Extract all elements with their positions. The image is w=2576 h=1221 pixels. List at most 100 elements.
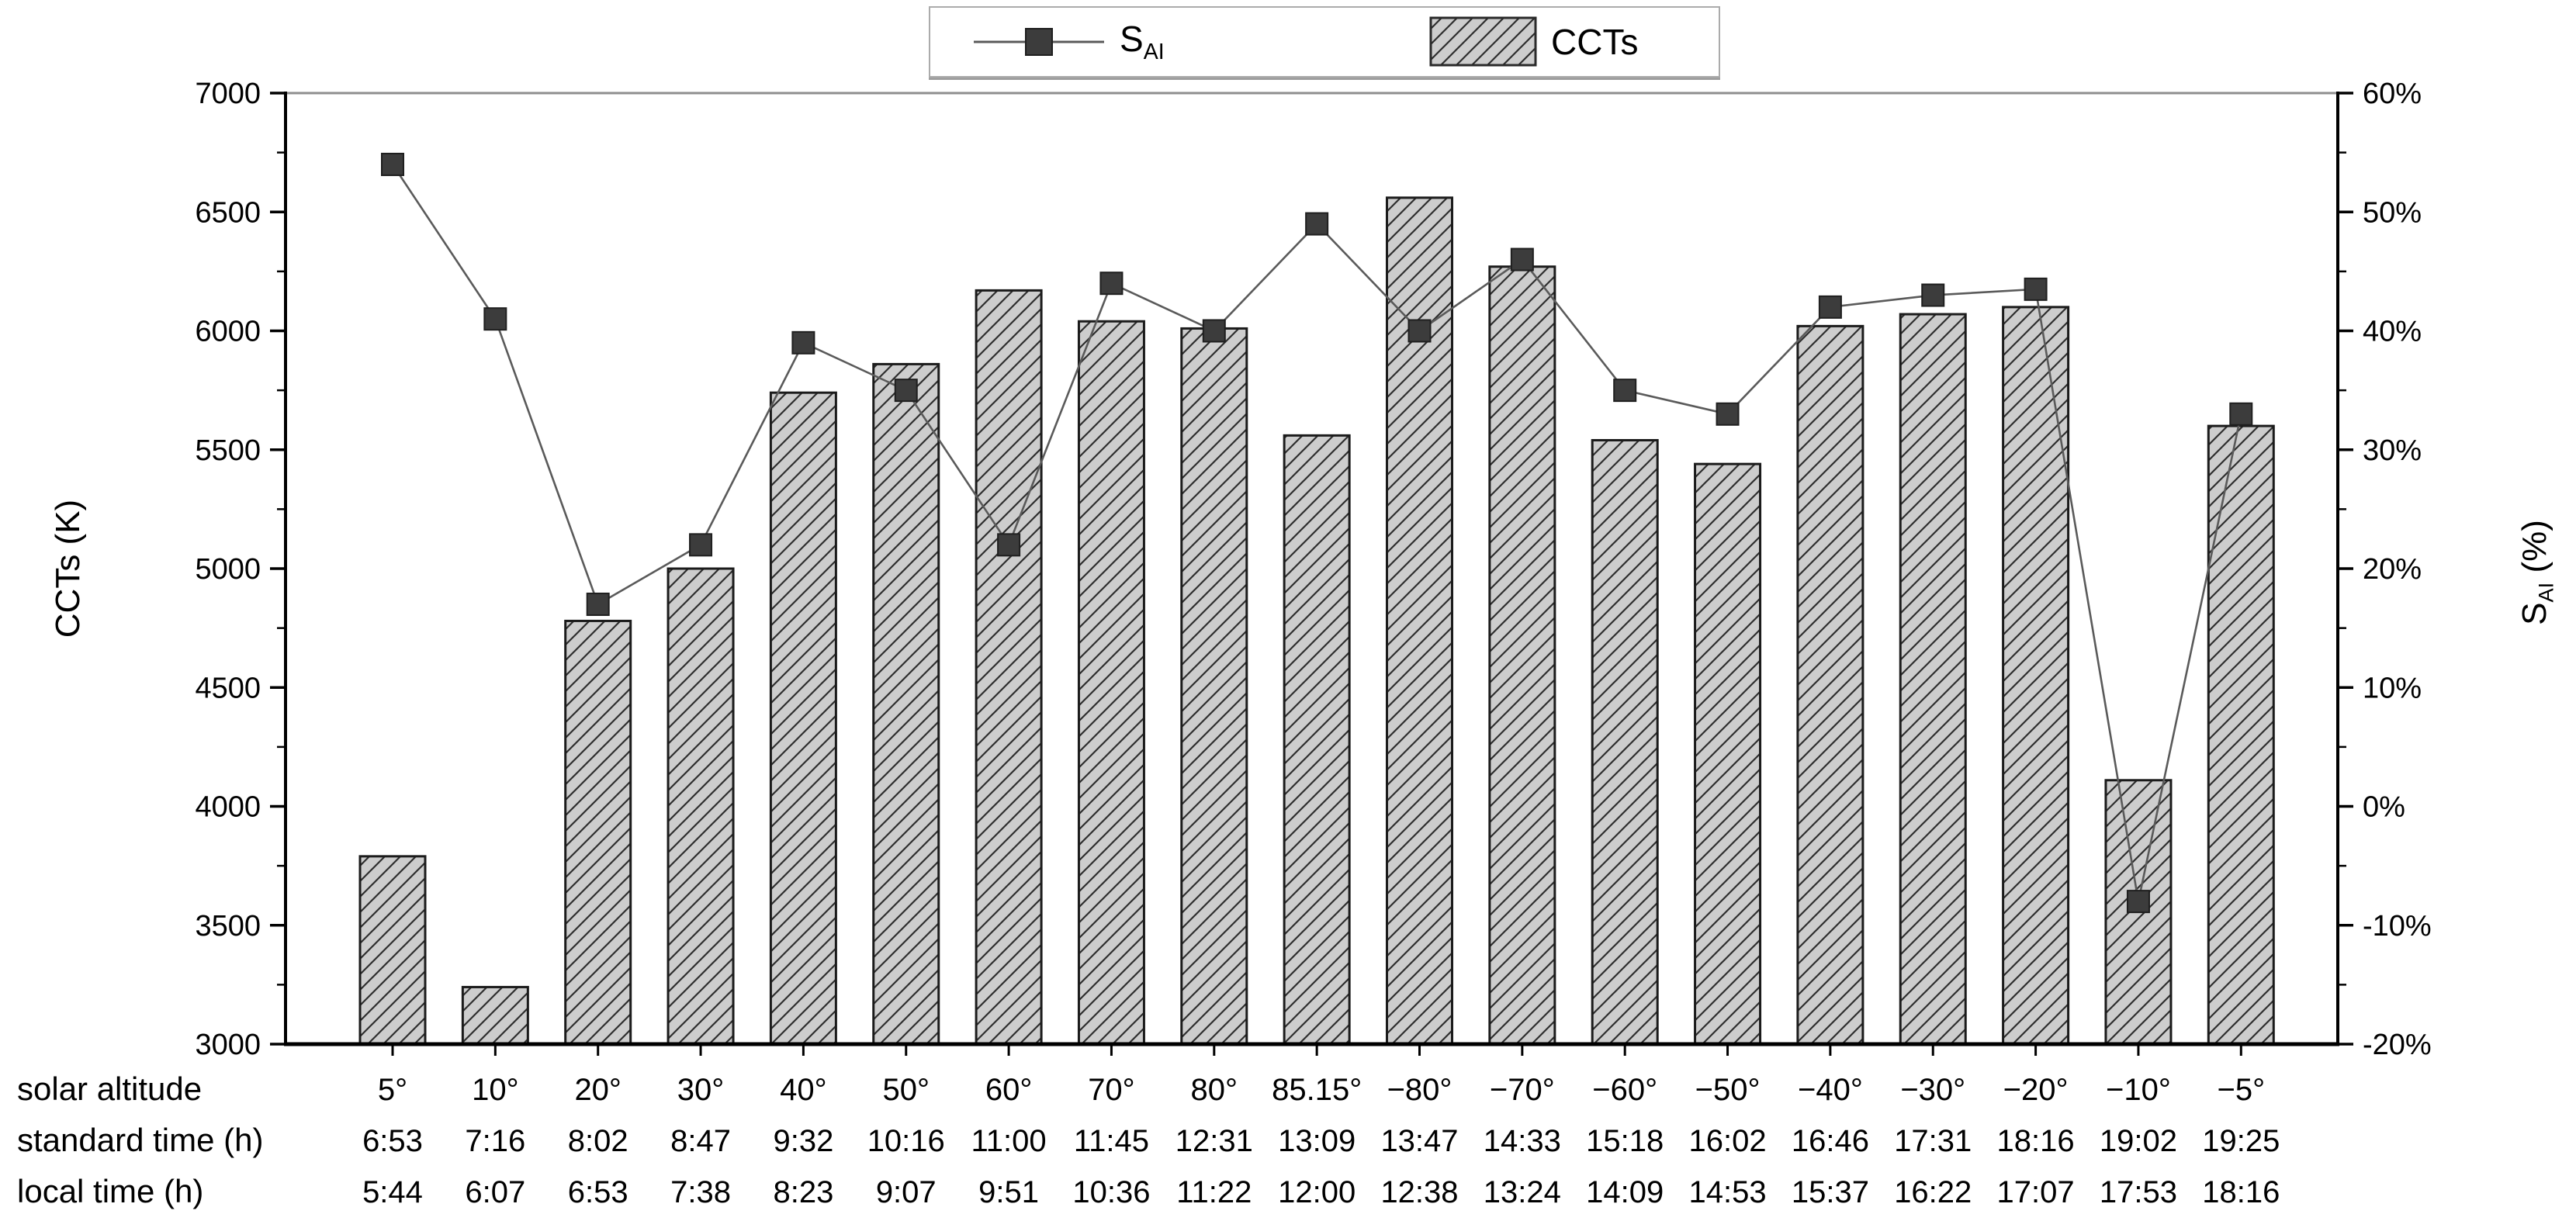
bar-ccts-13[interactable] <box>1591 438 1659 1046</box>
sai-marker-18[interactable] <box>2126 890 2150 914</box>
right-axis-tick-label: -10% <box>2363 910 2432 943</box>
right-axis-tick-label: 20% <box>2363 553 2422 586</box>
sai-marker-11[interactable] <box>1407 319 1432 343</box>
standard-time-value: 17:31 <box>1894 1124 1972 1158</box>
solar-altitude-value: −70° <box>1490 1073 1555 1107</box>
right-axis-tick-label: 50% <box>2363 196 2422 229</box>
row-label-standard-time: standard time (h) <box>17 1122 263 1158</box>
solar-altitude-value: −30° <box>1900 1073 1965 1107</box>
bar-ccts-7[interactable] <box>975 289 1043 1046</box>
solar-altitude-value: −40° <box>1798 1073 1863 1107</box>
legend-label-ccts: CCTs <box>1551 22 1639 62</box>
standard-time-value: 16:02 <box>1688 1124 1766 1158</box>
left-axis-tick-label: 3500 <box>195 910 261 943</box>
solar-altitude-value: −60° <box>1592 1073 1657 1107</box>
sai-marker-15[interactable] <box>1818 295 1842 319</box>
solar-altitude-value: −80° <box>1387 1073 1452 1107</box>
bar-ccts-1[interactable] <box>358 855 427 1046</box>
left-axis-tick-label: 6000 <box>195 316 261 348</box>
sai-marker-19[interactable] <box>2229 402 2253 426</box>
sai-marker-2[interactable] <box>483 307 507 331</box>
sai-marker-3[interactable] <box>586 592 610 616</box>
standard-time-value: 19:25 <box>2202 1124 2280 1158</box>
standard-time-value: 12:31 <box>1175 1124 1253 1158</box>
local-time-value: 18:16 <box>2202 1175 2280 1209</box>
sai-marker-9[interactable] <box>1202 319 1226 343</box>
local-time-value: 9:07 <box>876 1175 937 1209</box>
solar-altitude-value: 80° <box>1191 1073 1238 1107</box>
standard-time-value: 9:32 <box>773 1124 833 1158</box>
left-axis-tick-label: 6500 <box>195 196 261 229</box>
legend-item-ccts[interactable]: CCTs <box>1428 8 1638 76</box>
sai-marker-17[interactable] <box>2024 277 2048 301</box>
sai-marker-4[interactable] <box>689 533 713 557</box>
bar-ccts-12[interactable] <box>1488 265 1556 1046</box>
local-time-value: 8:23 <box>773 1175 833 1209</box>
bar-ccts-14[interactable] <box>1694 462 1762 1046</box>
bar-ccts-15[interactable] <box>1796 324 1864 1046</box>
bar-ccts-8[interactable] <box>1077 320 1145 1046</box>
solar-altitude-value: 5° <box>378 1073 407 1107</box>
right-axis-tick-label: 60% <box>2363 78 2422 110</box>
sai-marker-16[interactable] <box>1921 283 1945 307</box>
sai-marker-7[interactable] <box>997 533 1021 557</box>
bar-ccts-5[interactable] <box>769 391 837 1046</box>
left-axis-tick-label: 4500 <box>195 672 261 704</box>
solar-altitude-value: −5° <box>2217 1073 2265 1107</box>
sai-marker-12[interactable] <box>1510 247 1534 272</box>
local-time-value: 6:53 <box>568 1175 628 1209</box>
sai-marker-6[interactable] <box>894 379 918 403</box>
right-axis-tick-label: 0% <box>2363 791 2405 824</box>
row-label-solar-altitude: solar altitude <box>17 1071 202 1107</box>
local-time-value: 13:24 <box>1484 1175 1561 1209</box>
bar-ccts-9[interactable] <box>1180 327 1248 1046</box>
bar-ccts-16[interactable] <box>1899 313 1967 1046</box>
solar-altitude-value: −20° <box>2003 1073 2069 1107</box>
solar-altitude-value: 40° <box>780 1073 827 1107</box>
bar-ccts-3[interactable] <box>564 619 632 1046</box>
sai-marker-1[interactable] <box>381 152 404 176</box>
standard-time-value: 18:16 <box>1997 1124 2075 1158</box>
legend-label-sai: SAI <box>1120 18 1165 64</box>
legend-item-sai[interactable]: SAI <box>971 8 1165 76</box>
standard-time-value: 11:00 <box>971 1124 1047 1158</box>
local-time-value: 17:07 <box>1997 1175 2075 1209</box>
solar-altitude-value: −50° <box>1695 1073 1761 1107</box>
local-time-value: 12:00 <box>1278 1175 1356 1209</box>
bar-ccts-4[interactable] <box>667 567 735 1046</box>
local-time-value: 5:44 <box>362 1175 423 1209</box>
right-axis-tick-label: 40% <box>2363 316 2422 348</box>
standard-time-value: 16:46 <box>1792 1124 1869 1158</box>
sai-line-marker-icon <box>974 28 1104 56</box>
sai-marker-10[interactable] <box>1305 212 1329 236</box>
bar-ccts-17[interactable] <box>2002 306 2070 1046</box>
sai-marker-8[interactable] <box>1099 272 1124 296</box>
standard-time-value: 14:33 <box>1484 1124 1561 1158</box>
standard-time-value: 13:09 <box>1278 1124 1356 1158</box>
bar-ccts-19[interactable] <box>2207 424 2275 1046</box>
right-axis-tick-label: -20% <box>2363 1029 2432 1061</box>
standard-time-value: 13:47 <box>1380 1124 1458 1158</box>
bar-ccts-10[interactable] <box>1283 434 1351 1046</box>
local-time-value: 11:22 <box>1176 1175 1252 1209</box>
standard-time-value: 8:02 <box>568 1124 628 1158</box>
right-axis-tick-label: 30% <box>2363 434 2422 467</box>
solar-altitude-value: 10° <box>472 1073 519 1107</box>
sai-marker-13[interactable] <box>1613 379 1637 403</box>
standard-time-value: 7:16 <box>465 1124 525 1158</box>
row-label-local-time: local time (h) <box>17 1173 203 1209</box>
right-axis-tick-label: 10% <box>2363 672 2422 704</box>
local-time-value: 9:51 <box>978 1175 1039 1209</box>
ccts-swatch-icon <box>1429 16 1537 67</box>
sai-marker-14[interactable] <box>1716 402 1740 426</box>
standard-time-value: 19:02 <box>2100 1124 2177 1158</box>
bar-ccts-2[interactable] <box>461 985 529 1046</box>
legend: SAI CCTs <box>929 6 1720 78</box>
sai-marker-5[interactable] <box>791 330 815 355</box>
left-axis-tick-label: 5500 <box>195 434 261 467</box>
bar-ccts-6[interactable] <box>872 362 940 1046</box>
left-axis-tick-label: 3000 <box>195 1029 261 1061</box>
solar-altitude-value: 30° <box>677 1073 725 1107</box>
solar-altitude-value: 60° <box>985 1073 1033 1107</box>
